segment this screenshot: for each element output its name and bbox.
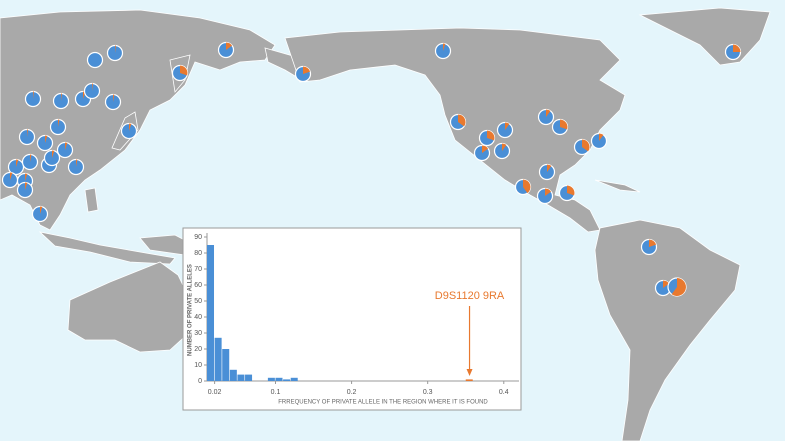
bar [283,379,291,381]
pie-orange [45,135,48,143]
pie-orange [546,109,551,117]
x-axis-label: FRREQUENCY OF PRIVATE ALLELE IN THE REGI… [278,400,488,406]
bar [245,374,253,381]
x-tick-label: 0.1 [271,389,281,396]
caribbean [594,179,641,193]
pie-orange [129,123,132,131]
x-tick-label: 0.2 [347,389,357,396]
x-tick-label: 0.4 [499,389,509,396]
pie-blue [86,51,104,69]
pie-orange [61,93,62,101]
pie-orange [76,159,78,167]
pie-markers [1,41,742,297]
australia [67,261,193,353]
annotation-arrowhead [466,369,473,376]
pie-orange [30,154,32,162]
y-tick-label: 80 [194,250,202,257]
bar [465,379,473,381]
pie-orange [40,206,43,214]
y-tick-label: 40 [194,314,202,321]
pie-orange [505,122,510,130]
pie-orange [303,66,311,74]
bar [237,374,245,381]
x-tick-label: 0.3 [423,389,433,396]
y-tick-label: 10 [194,362,202,369]
y-axis-label: NUMBER OF PRIVATE ALLELES [188,264,194,356]
pie-orange [226,42,233,50]
pie-orange [582,139,590,152]
indonesia [38,231,176,265]
pie-orange [560,119,568,130]
y-tick-label: 60 [194,282,202,289]
annotation: D9S1120 9RA [435,290,505,302]
pie-orange [113,94,115,102]
x-tick-label: 0.02 [208,389,222,396]
y-tick-label: 30 [194,330,202,337]
pie-orange [547,164,552,172]
pie-orange [115,45,116,53]
y-tick-label: 90 [194,234,202,241]
pie-orange [65,142,68,150]
greenland [638,7,771,66]
pie-orange [27,129,28,137]
bar [207,245,215,381]
pie-orange [443,43,446,51]
pie-orange [663,280,670,288]
pie-orange [523,179,531,194]
pie-orange [33,91,34,99]
histogram: 0 10 20 30 40 50 60 70 80 90 0.02 0.1 0.2 0.3 0.4 D9S11… [194,233,519,396]
pie-orange [487,130,495,141]
pie-orange [25,182,28,190]
pie-orange [599,133,604,141]
land [0,7,771,441]
pie-orange [733,44,741,52]
pie-orange [671,278,686,296]
pie-orange [58,119,60,127]
pie-orange [92,83,93,91]
north-america [284,27,626,233]
bar [222,349,230,381]
bar [229,369,237,381]
bar [214,337,222,381]
pie-orange [545,188,552,196]
pie-orange [52,150,55,158]
pie-orange [25,173,28,181]
asia [0,9,276,231]
pie-orange [482,145,489,153]
pie-orange [567,185,575,196]
y-tick-label: 50 [194,298,202,305]
y-tick-label: 0 [198,378,202,385]
bar [267,377,275,381]
y-tick-label: 20 [194,346,202,353]
bar [275,377,283,381]
pie-orange [502,143,507,151]
pie-orange [458,114,466,127]
bar [290,377,298,381]
pie-orange [649,239,657,247]
pie-orange [16,159,19,167]
pie-orange [10,172,13,180]
philippines [84,187,99,213]
pie-orange [180,65,188,76]
y-tick-label: 70 [194,266,202,273]
south-america [594,219,741,441]
